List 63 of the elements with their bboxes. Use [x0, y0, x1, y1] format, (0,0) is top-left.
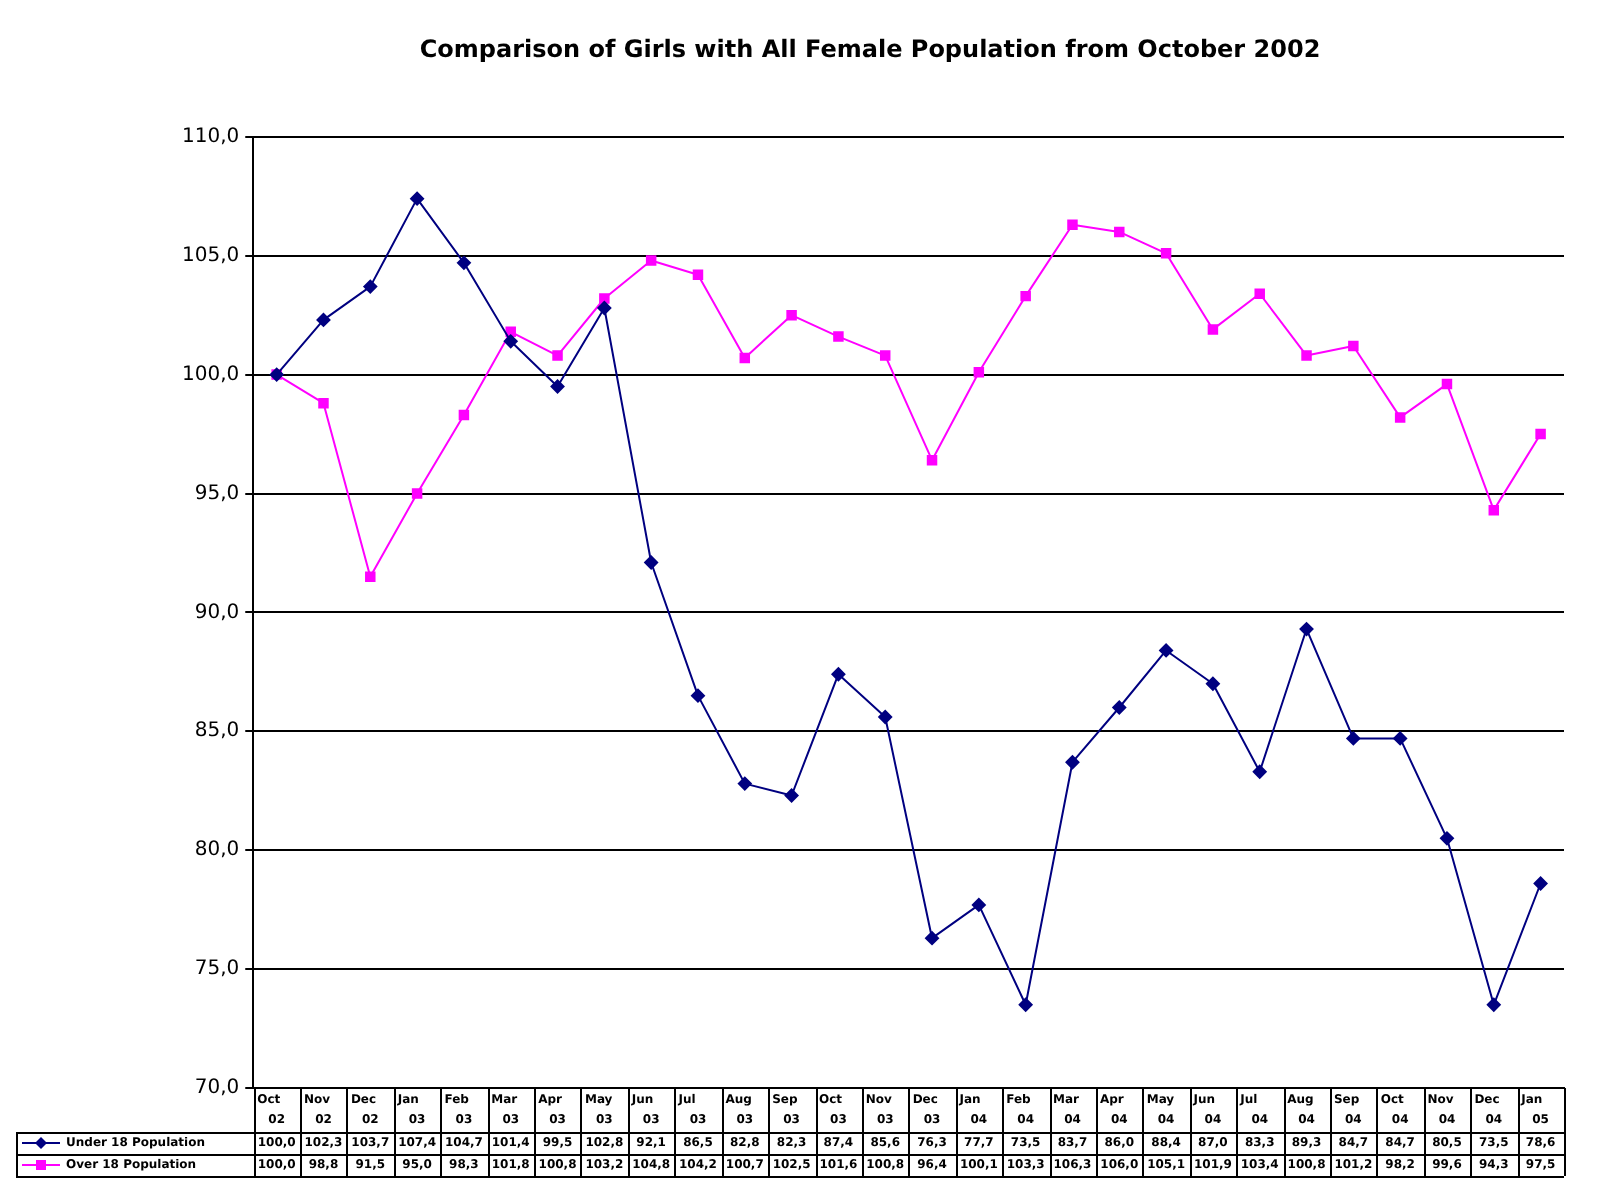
y-tick-label: 90,0 [194, 601, 240, 624]
point [1535, 428, 1546, 440]
point [1112, 700, 1127, 715]
point [1348, 340, 1359, 352]
point [786, 309, 797, 321]
point [833, 331, 844, 342]
point [878, 710, 893, 725]
point [1254, 288, 1265, 299]
point [1346, 731, 1361, 746]
point [692, 269, 704, 280]
point [644, 555, 659, 570]
point [1020, 290, 1031, 302]
point [690, 688, 705, 703]
point [552, 350, 563, 361]
point [1160, 248, 1172, 259]
chart-title: Comparison of Girls with All Female Population from October 2002 [419, 34, 1321, 63]
point [1486, 997, 1501, 1012]
point [1441, 378, 1453, 390]
point [318, 397, 329, 409]
point [1301, 350, 1312, 361]
point [503, 334, 518, 349]
point [1394, 412, 1406, 423]
point [1252, 764, 1267, 779]
y-tick-label: 70,0 [194, 1077, 240, 1100]
point [599, 293, 610, 304]
point [365, 571, 376, 582]
point [411, 488, 423, 499]
point [926, 454, 938, 466]
y-tick-label: 80,0 [194, 839, 240, 862]
point [363, 279, 378, 294]
point [550, 379, 565, 394]
point [737, 776, 752, 791]
point [597, 301, 612, 316]
point [739, 352, 751, 364]
point [316, 312, 331, 327]
point [1159, 643, 1174, 658]
point [973, 366, 985, 378]
point [410, 191, 425, 206]
point [1018, 997, 1033, 1012]
point [1114, 226, 1125, 238]
point [879, 350, 891, 361]
point [1393, 731, 1408, 746]
point [1299, 622, 1314, 637]
y-tick-label: 100,0 [181, 363, 240, 386]
point [831, 667, 846, 682]
point [784, 788, 799, 803]
point [1065, 755, 1080, 770]
point [456, 255, 471, 270]
point [1205, 676, 1220, 691]
y-tick-label: 110,0 [181, 125, 240, 148]
y-tick-label: 95,0 [194, 482, 240, 505]
point [1533, 876, 1548, 891]
point [1439, 831, 1454, 846]
y-tick-label: 85,0 [194, 720, 240, 743]
point [1067, 219, 1078, 231]
point [645, 255, 657, 266]
point [1488, 504, 1500, 516]
y-tick-label: 105,0 [181, 244, 240, 267]
point [971, 897, 986, 912]
point [458, 409, 470, 421]
point [1207, 324, 1219, 335]
y-tick-label: 75,0 [194, 958, 240, 981]
point [925, 931, 940, 946]
